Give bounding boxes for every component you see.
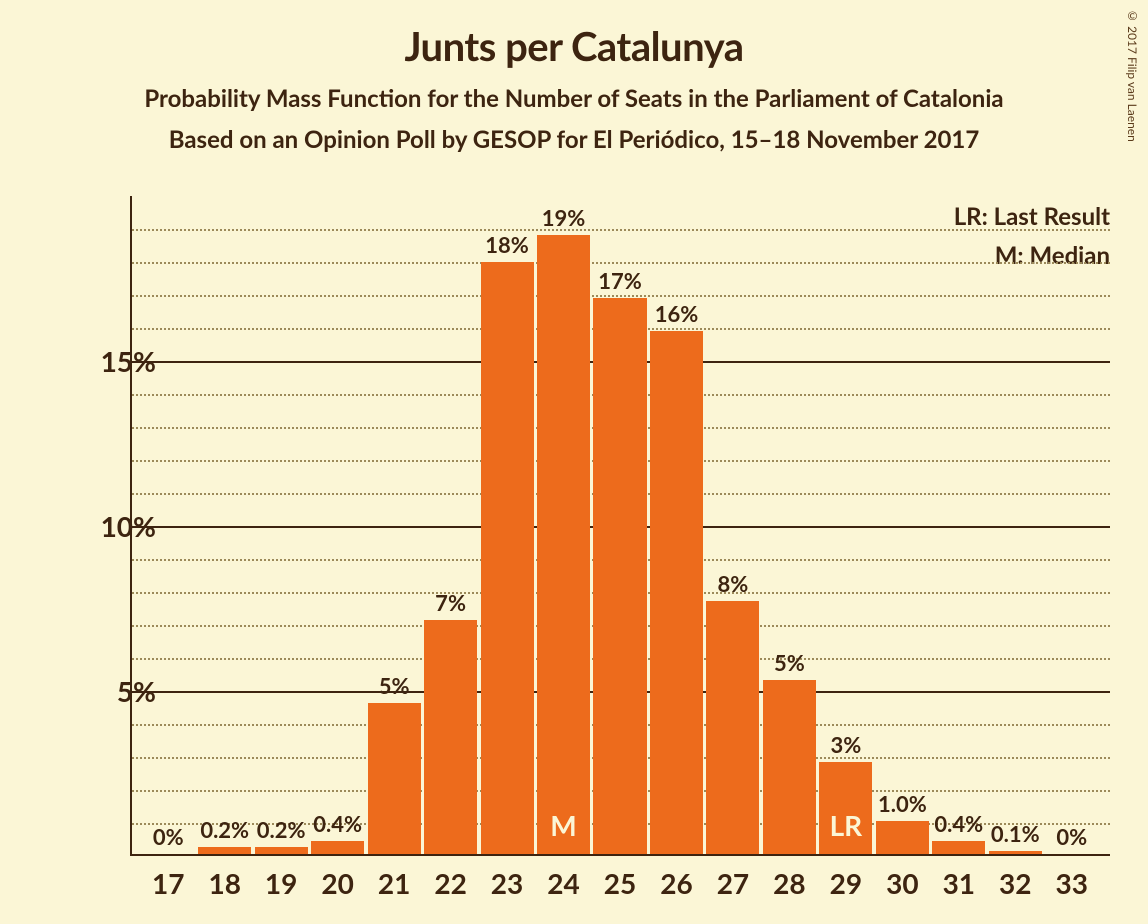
bar: 19%M [537, 235, 590, 854]
bar-value-label: 7% [435, 589, 466, 616]
bar-value-label: 19% [542, 204, 586, 231]
bar-slot: 5% [761, 196, 817, 854]
x-tick-label: 25 [604, 866, 636, 900]
bar-value-label: 5% [774, 649, 805, 676]
bar-value-label: 0.2% [200, 816, 249, 843]
bar-slot: 0.4% [931, 196, 987, 854]
x-tick-label: 19 [265, 866, 297, 900]
chart-subtitle-2: Based on an Opinion Poll by GESOP for El… [0, 125, 1148, 154]
bar: 1.0% [876, 821, 929, 854]
bar-value-label: 3% [830, 731, 861, 758]
x-tick-label: 17 [152, 866, 184, 900]
bar: 5% [368, 703, 421, 854]
bar-value-label: 16% [655, 300, 699, 327]
bar: 7% [424, 620, 477, 854]
bars-container: 0%0.2%0.2%0.4%5%7%18%19%M17%16%8%5%3%LR1… [140, 196, 1100, 854]
bar-slot: 17% [592, 196, 648, 854]
bar: 0.4% [311, 841, 364, 854]
x-tick-label: 26 [660, 866, 692, 900]
x-tick-label: 18 [208, 866, 240, 900]
bar: 3%LR [819, 762, 872, 854]
x-tick-label: 32 [999, 866, 1031, 900]
bar-value-label: 0.2% [257, 816, 306, 843]
bar-slot: 16% [648, 196, 704, 854]
bar-value-label: 1.0% [878, 790, 927, 817]
x-tick-label: 23 [491, 866, 523, 900]
bar-slot: 1.0% [874, 196, 930, 854]
bar: 8% [706, 601, 759, 854]
bar-value-label: 0% [1056, 823, 1087, 850]
bar-value-label: 8% [718, 570, 749, 597]
bar-slot: 0.4% [309, 196, 365, 854]
x-tick-label: 30 [886, 866, 918, 900]
x-tick-label: 21 [378, 866, 410, 900]
chart-subtitle-1: Probability Mass Function for the Number… [0, 84, 1148, 113]
bar-marker: LR [830, 808, 863, 842]
chart-plot-area: LR: Last Result M: Median 0%0.2%0.2%0.4%… [130, 196, 1110, 856]
bar-slot: 5% [366, 196, 422, 854]
bar: 18% [481, 262, 534, 854]
bar-value-label: 18% [485, 231, 529, 258]
x-tick-label: 33 [1056, 866, 1088, 900]
x-tick-label: 31 [943, 866, 975, 900]
bar-slot: 8% [705, 196, 761, 854]
bar: 0.2% [255, 847, 308, 854]
chart-title: Junts per Catalunya [0, 0, 1148, 70]
x-tick-label: 28 [773, 866, 805, 900]
copyright-text: © 2017 Filip van Laenen [1125, 8, 1140, 142]
bar-slot: 7% [422, 196, 478, 854]
bar-value-label: 0.1% [991, 820, 1040, 847]
y-tick-label: 15% [101, 344, 156, 378]
bar-value-label: 0% [153, 823, 184, 850]
y-tick-label: 10% [101, 509, 156, 543]
y-tick-label: 5% [117, 674, 156, 708]
bar-slot: 3% LR [818, 196, 874, 854]
bar: 5% [763, 680, 816, 854]
bar-slot: 18% [479, 196, 535, 854]
bar-slot: 0.1% [987, 196, 1043, 854]
bar-value-label: 0.4% [934, 810, 983, 837]
bar: 0.2% [198, 847, 251, 854]
bar-slot: 19% M [535, 196, 591, 854]
x-axis [130, 854, 1110, 856]
bar-value-label: 0.4% [313, 810, 362, 837]
bar-slot: 0% [1044, 196, 1100, 854]
bar: 0.4% [932, 841, 985, 854]
bar-value-label: 17% [598, 267, 642, 294]
bar-marker: M [550, 808, 576, 842]
bar-value-label: 5% [379, 672, 410, 699]
bar: 16% [650, 331, 703, 854]
x-tick-label: 22 [434, 866, 466, 900]
bar: 0.1% [989, 851, 1042, 854]
x-tick-label: 20 [321, 866, 353, 900]
bar: 17% [593, 298, 646, 854]
x-tick-label: 27 [717, 866, 749, 900]
bar-slot: 0.2% [196, 196, 252, 854]
bar-slot: 0.2% [253, 196, 309, 854]
x-tick-label: 24 [547, 866, 579, 900]
x-tick-label: 29 [830, 866, 862, 900]
